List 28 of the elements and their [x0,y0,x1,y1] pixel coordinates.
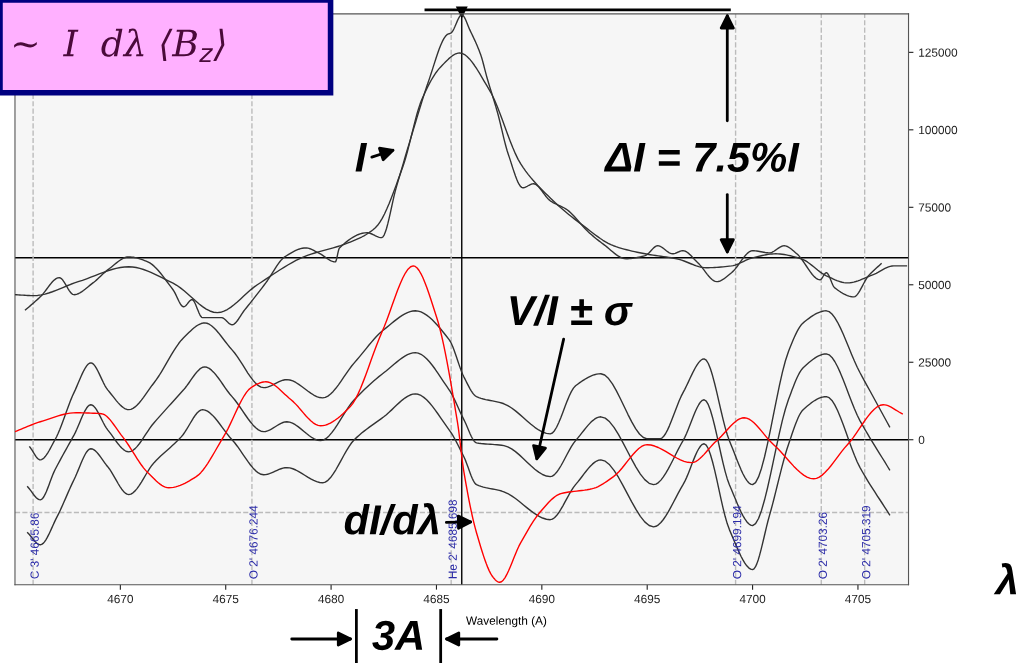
ref-line-label: O 2' 4703.26 [818,512,827,579]
x-tick-label: 4685 [423,594,450,604]
y-tick-label: 50000 [918,280,951,290]
ref-line-label: He 2' 4685.698 [448,499,457,579]
annotation: ~ I dλ ⟨B$_{z}$⟩ [14,28,225,63]
annotation: V/I ± σ [510,294,633,326]
x-tick-label: 4705 [845,594,871,604]
y-tick-label: 125000 [919,48,958,57]
x-tick-label: 4670 [107,594,134,604]
y-tick-label: 100000 [919,125,958,135]
text: λ [993,562,1017,595]
x-tick-label: 4675 [212,594,239,604]
ref-line-label: O 2' 4705.319 [862,505,871,579]
ref-line-label: O 2' 4699.194 [732,505,742,579]
annotation: dI/dλ [344,502,439,536]
x-tick-label: 4695 [634,594,660,604]
annotation: ΔI = 7.5%I [603,142,800,172]
x-tick-label: 4680 [318,594,344,604]
x-tick-label: 4700 [739,594,766,604]
x-axis-title: Wavelength (A) [466,616,547,628]
annotation: I [355,142,368,172]
ref-line-label: C 3' 4665.86 [30,513,39,579]
y-tick-label: 0 [918,435,925,445]
x-tick-label: 4690 [528,594,555,604]
ref-line-label: O 2' 4676.244 [249,505,258,579]
y-tick-label: 75000 [918,203,951,212]
text: 3A [372,620,423,651]
y-tick-label: 25000 [918,358,951,367]
